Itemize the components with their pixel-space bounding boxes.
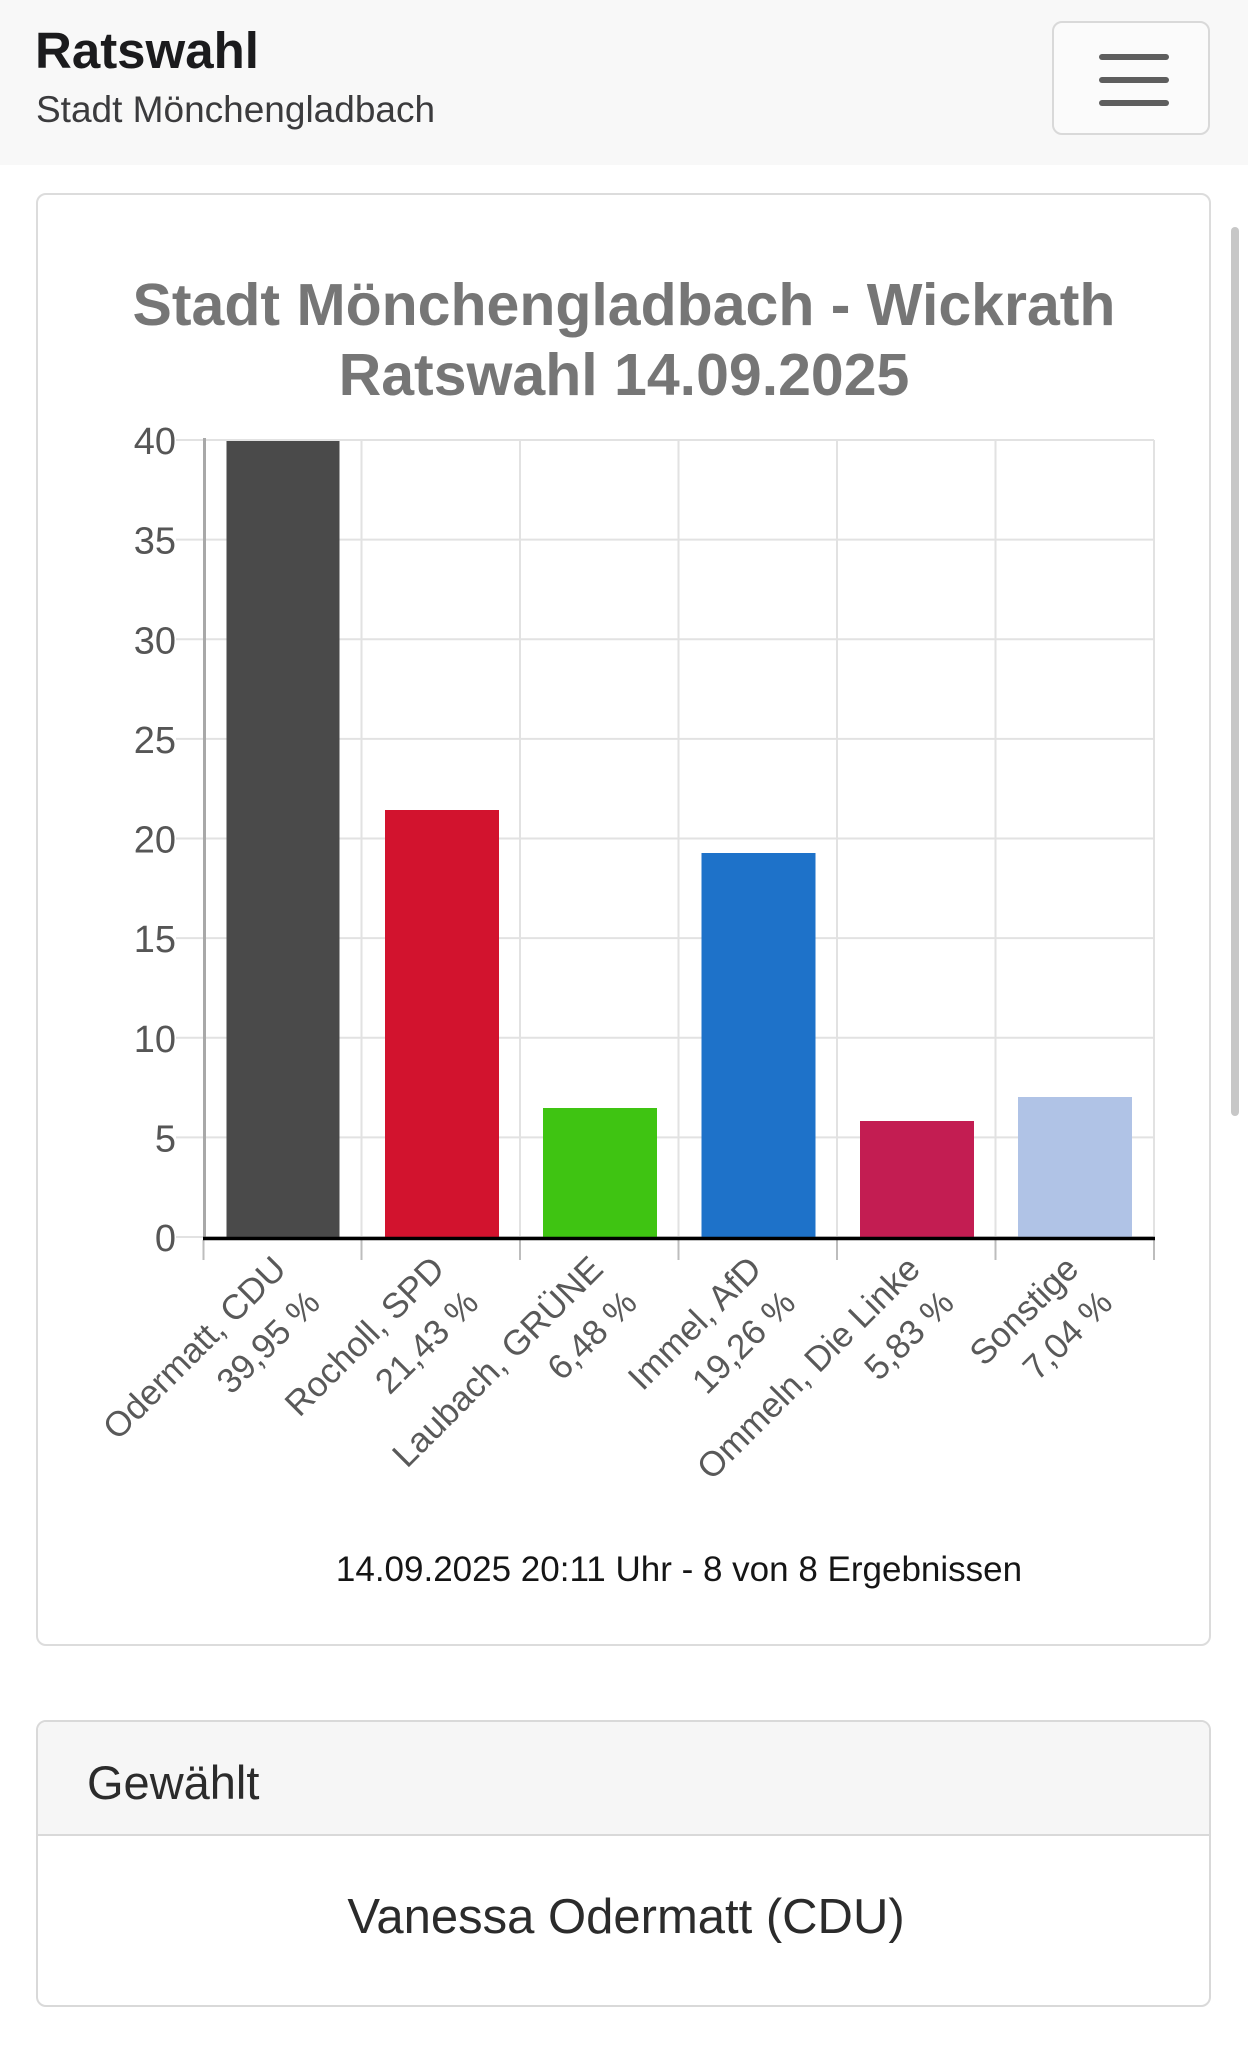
svg-text:30: 30 <box>134 620 176 662</box>
svg-text:25: 25 <box>134 720 176 762</box>
svg-text:40: 40 <box>134 421 176 463</box>
svg-text:14.09.2025 20:11 Uhr - 8 von 8: 14.09.2025 20:11 Uhr - 8 von 8 Ergebniss… <box>336 1550 1022 1589</box>
svg-text:20: 20 <box>134 820 176 862</box>
svg-text:10: 10 <box>134 1019 176 1061</box>
svg-text:Odermatt, CDU39,95 %: Odermatt, CDU39,95 % <box>96 1249 328 1481</box>
svg-text:35: 35 <box>134 521 176 563</box>
svg-text:0: 0 <box>155 1218 176 1260</box>
svg-text:15: 15 <box>134 919 176 961</box>
svg-text:5: 5 <box>155 1118 176 1160</box>
svg-text:Sonstige7,04 %: Sonstige7,04 % <box>962 1249 1120 1407</box>
